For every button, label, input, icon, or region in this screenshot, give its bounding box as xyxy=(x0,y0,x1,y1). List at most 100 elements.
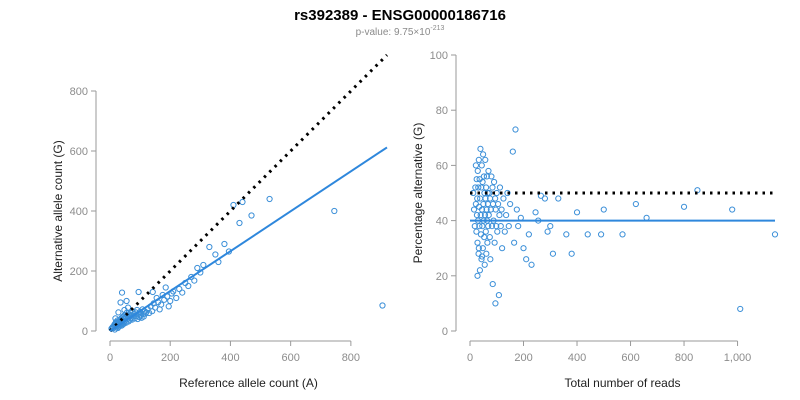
data-point xyxy=(520,245,527,252)
data-point xyxy=(513,206,520,213)
data-point xyxy=(173,294,180,302)
data-point xyxy=(135,288,142,296)
data-point xyxy=(481,261,488,268)
data-point xyxy=(492,300,499,307)
x-tick-label: 400 xyxy=(568,352,586,364)
data-point xyxy=(478,253,486,260)
y-tick-label: 800 xyxy=(70,86,88,98)
x-tick-label: 600 xyxy=(621,352,639,364)
data-point xyxy=(496,184,504,191)
data-point xyxy=(737,305,744,313)
y-tick-label: 600 xyxy=(70,146,88,158)
y-tick-label: 60 xyxy=(436,160,448,172)
subtitle-times: × xyxy=(413,27,419,38)
data-point xyxy=(501,228,508,235)
left-panel-allele-counts: 0 200 400 600 800 Reference allele count (A) 0… xyxy=(51,53,389,390)
data-point xyxy=(509,148,516,155)
x-tick-label: 1,000 xyxy=(724,352,752,364)
data-point xyxy=(478,256,485,263)
y-tick-label: 20 xyxy=(436,271,448,283)
data-point xyxy=(497,223,504,230)
data-point xyxy=(478,206,486,213)
x-tick-label: 200 xyxy=(161,352,179,364)
data-point xyxy=(331,207,338,215)
y-axis-label: Percentage alternative (G) xyxy=(411,123,425,264)
data-point xyxy=(485,167,492,175)
data-point xyxy=(149,308,156,315)
subtitle-exponent: -213 xyxy=(430,25,444,32)
data-point xyxy=(474,195,481,202)
data-point xyxy=(485,211,492,219)
data-point xyxy=(549,250,557,257)
data-point xyxy=(176,285,183,293)
chart-subtitle: p-value: 9.75×10-213 xyxy=(356,25,445,38)
data-point xyxy=(473,176,480,183)
data-point xyxy=(496,211,503,219)
x-tick-label: 400 xyxy=(221,352,239,364)
data-point xyxy=(488,173,495,180)
data-point xyxy=(487,256,494,263)
data-point xyxy=(491,239,498,246)
data-point xyxy=(478,162,485,169)
x-tick-label: 200 xyxy=(514,352,532,364)
data-point xyxy=(495,292,502,299)
data-point xyxy=(212,251,219,258)
data-point xyxy=(544,228,551,235)
data-point xyxy=(475,245,482,252)
data-point xyxy=(515,223,522,230)
data-point xyxy=(146,309,153,317)
data-point xyxy=(167,297,174,305)
data-point xyxy=(483,173,490,180)
data-point xyxy=(179,289,186,296)
data-point xyxy=(484,239,491,246)
data-point xyxy=(503,211,510,219)
data-point xyxy=(471,223,478,230)
data-point xyxy=(188,273,195,281)
data-point xyxy=(485,223,492,230)
data-point xyxy=(488,223,496,230)
data-point xyxy=(194,264,201,272)
data-point xyxy=(600,206,607,213)
data-point xyxy=(489,184,496,191)
reference-line xyxy=(108,53,389,333)
data-point xyxy=(489,200,497,208)
data-point xyxy=(500,195,507,202)
data-point xyxy=(123,297,130,305)
data-point xyxy=(512,126,519,133)
data-point xyxy=(266,195,273,203)
data-point xyxy=(470,206,478,213)
data-point xyxy=(563,231,570,238)
data-point xyxy=(511,239,518,246)
data-point xyxy=(490,178,498,186)
data-point xyxy=(507,200,514,208)
right-panel-percentage-alternative: 0 200 400 600 800 1,000 Total number of reads 0… xyxy=(411,50,779,390)
x-tick-label: 0 xyxy=(107,352,113,364)
data-point xyxy=(494,228,501,235)
x-tick-label: 0 xyxy=(467,352,473,364)
data-point xyxy=(480,151,487,158)
data-point xyxy=(476,267,483,274)
data-point xyxy=(474,272,481,279)
y-tick-label: 40 xyxy=(436,216,448,228)
x-axis-label: Total number of reads xyxy=(564,376,680,390)
data-point xyxy=(149,288,156,296)
data-point xyxy=(494,200,502,208)
data-point xyxy=(200,261,207,269)
data-point xyxy=(230,201,237,209)
data-point xyxy=(483,250,490,257)
data-point xyxy=(619,231,626,238)
data-point xyxy=(121,306,128,314)
data-point xyxy=(479,223,486,230)
data-point xyxy=(486,234,493,241)
data-point xyxy=(480,173,488,180)
data-point xyxy=(248,212,255,219)
data-point xyxy=(239,198,246,206)
x-tick-label: 800 xyxy=(342,352,360,364)
data-point xyxy=(547,223,554,230)
data-point xyxy=(479,178,486,186)
data-point xyxy=(493,223,500,230)
data-point xyxy=(632,200,639,208)
chart-title: rs392389 - ENSG00000186716 xyxy=(294,7,506,24)
data-point xyxy=(221,240,228,248)
